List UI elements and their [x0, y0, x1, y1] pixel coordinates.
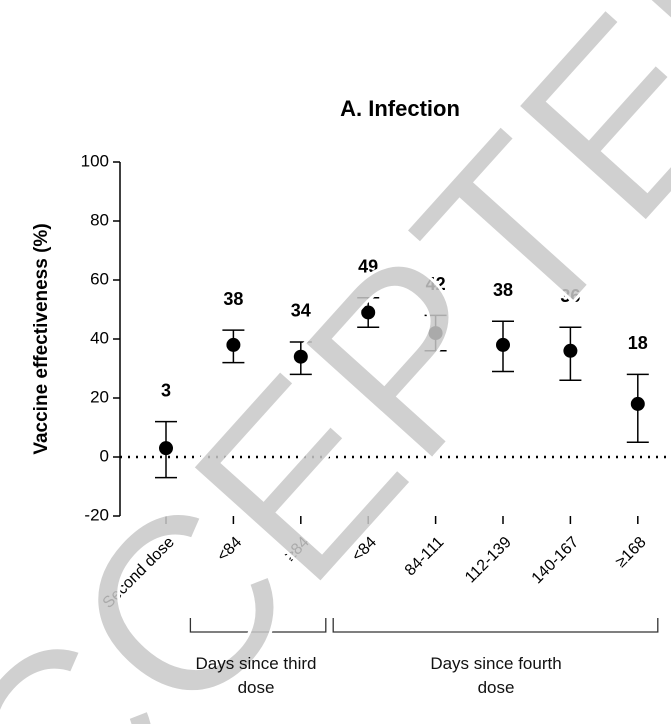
- point: [159, 441, 173, 456]
- chart-title: A. Infection: [340, 96, 460, 121]
- point: [563, 343, 578, 358]
- y-tick-label: 40: [90, 328, 109, 347]
- y-tick-label: 100: [81, 151, 109, 170]
- data-label: 38: [493, 280, 513, 300]
- data-label: 3: [161, 380, 171, 400]
- y-tick-label: 60: [90, 269, 109, 288]
- x-tick-label: ≥168: [612, 534, 649, 571]
- x-tick-label: 140-167: [529, 534, 583, 588]
- group-bracket: [332, 618, 659, 633]
- point: [630, 396, 645, 411]
- y-tick-label: 20: [90, 387, 109, 406]
- group-label: Days since third dose: [195, 654, 317, 697]
- point: [496, 337, 510, 352]
- data-label: 36: [560, 286, 580, 306]
- y-tick-label: 0: [100, 446, 109, 465]
- data-label: 34: [291, 301, 311, 321]
- point: [226, 337, 241, 352]
- point: [361, 305, 376, 320]
- group-bracket: [189, 618, 327, 633]
- y-axis-label: Vaccine effectiveness (%): [31, 223, 52, 454]
- point: [293, 349, 308, 364]
- y-tick-label: 80: [90, 210, 109, 229]
- data-label: 49: [358, 256, 378, 276]
- data-label: 42: [426, 274, 446, 294]
- point: [428, 326, 443, 341]
- data-label: 18: [628, 333, 648, 353]
- x-tick-label: 112-139: [462, 534, 515, 587]
- group-label: Days since fourth dose: [430, 654, 562, 697]
- y-tick-label: -20: [84, 505, 109, 524]
- data-label: 38: [223, 289, 243, 309]
